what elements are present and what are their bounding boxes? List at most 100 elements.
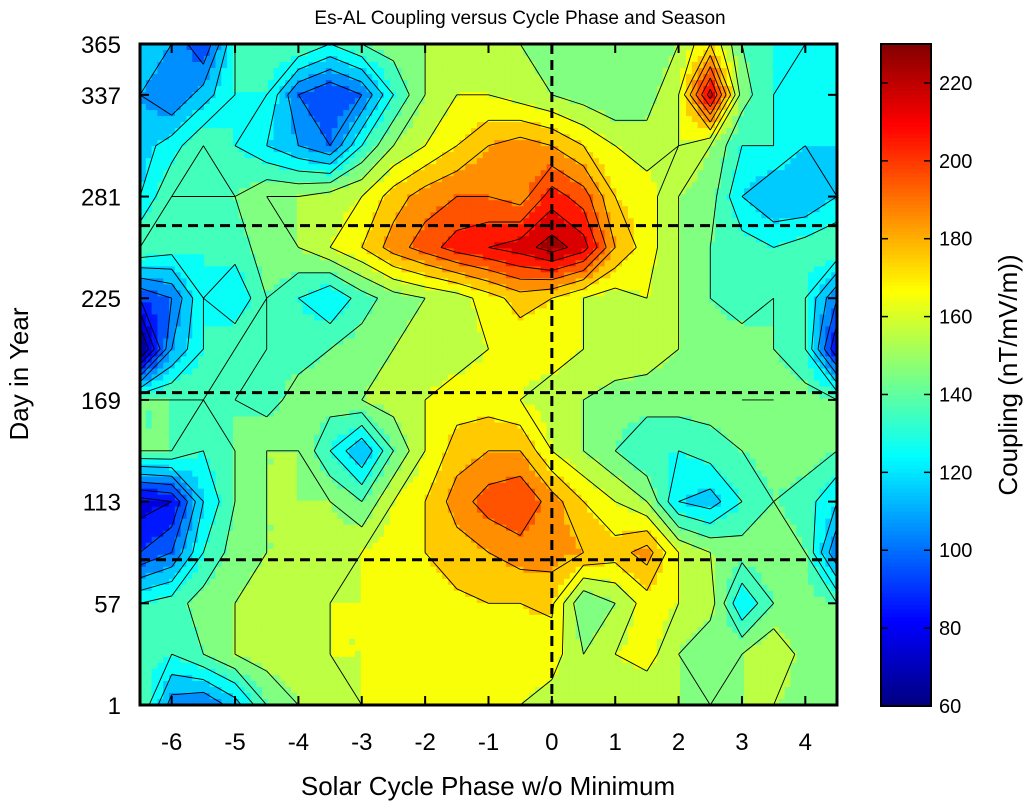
contour-cell (378, 206, 385, 213)
contour-cell (807, 248, 815, 255)
contour-cell (622, 44, 629, 51)
contour-cell (238, 158, 246, 165)
contour-cell (331, 50, 339, 57)
contour-cell (587, 170, 594, 177)
contour-cell (651, 242, 658, 249)
contour-cell (331, 110, 339, 117)
contour-cell (221, 146, 228, 153)
contour-cell (517, 254, 524, 261)
contour-cell (656, 218, 664, 225)
contour-cell (703, 140, 710, 147)
contour-cell (157, 242, 164, 249)
contour-cell (540, 182, 548, 189)
contour-cell (529, 266, 536, 273)
contour-cell (198, 122, 205, 129)
contour-cell (755, 224, 763, 231)
contour-cell (749, 128, 757, 135)
contour-cell (685, 50, 693, 57)
contour-cell (581, 44, 588, 51)
contour-cell (209, 176, 217, 183)
contour-cell (511, 176, 519, 183)
contour-cell (302, 110, 310, 117)
contour-cell (430, 194, 437, 201)
contour-cell (320, 284, 327, 291)
contour-cell (180, 236, 188, 243)
contour-cell (418, 128, 426, 135)
contour-cell (267, 272, 275, 279)
contour-cell (558, 98, 565, 105)
contour-cell (540, 254, 548, 261)
contour-cell (349, 230, 356, 237)
contour-cell (407, 278, 414, 285)
contour-cell (558, 128, 565, 135)
contour-cell (285, 68, 292, 75)
contour-cell (685, 182, 693, 189)
contour-cell (685, 236, 693, 243)
contour-cell (337, 224, 344, 231)
contour-cell (790, 236, 797, 243)
contour-cell (651, 44, 658, 51)
contour-cell (627, 188, 635, 195)
contour-cell (500, 98, 507, 105)
contour-cell (482, 188, 490, 195)
contour-cell (819, 92, 826, 99)
contour-cell (511, 266, 519, 273)
contour-cell (256, 68, 263, 75)
contour-cell (232, 176, 240, 183)
contour-cell (163, 230, 170, 237)
contour-cell (320, 50, 327, 57)
contour-cell (662, 266, 670, 273)
contour-cell (389, 260, 397, 267)
contour-cell (215, 152, 222, 159)
contour-cell (267, 158, 275, 165)
contour-cell (221, 110, 228, 117)
contour-cell (627, 110, 635, 117)
contour-cell (680, 272, 687, 279)
contour-cell (279, 140, 286, 147)
contour-cell (459, 122, 466, 129)
contour-cell (523, 86, 530, 93)
contour-cell (453, 134, 461, 141)
contour-cell (215, 110, 222, 117)
contour-cell (320, 134, 327, 141)
contour-cell (261, 242, 269, 249)
contour-cell (674, 74, 681, 81)
contour-cell (482, 260, 490, 267)
contour-cell (372, 110, 379, 117)
contour-cell (651, 134, 658, 141)
contour-cell (488, 98, 495, 105)
contour-cell (784, 182, 792, 189)
contour-cell (430, 284, 437, 291)
contour-cell (488, 50, 495, 57)
contour-cell (651, 182, 658, 189)
contour-cell (761, 140, 768, 147)
contour-cell (773, 164, 780, 171)
contour-cell (831, 218, 837, 225)
contour-cell (383, 194, 391, 201)
contour-cell (453, 212, 461, 219)
contour-cell (250, 290, 257, 297)
contour-cell (261, 206, 269, 213)
contour-cell (778, 104, 786, 111)
contour-cell (221, 92, 228, 99)
contour-cell (430, 134, 437, 141)
contour-cell (807, 188, 815, 195)
contour-cell (807, 80, 815, 87)
contour-cell (529, 56, 536, 63)
contour-cell (227, 152, 234, 159)
contour-cell (755, 254, 763, 261)
contour-cell (366, 182, 373, 189)
contour-cell (221, 218, 228, 225)
contour-cell (453, 284, 461, 291)
contour-cell (511, 86, 519, 93)
contour-cell (296, 74, 304, 81)
contour-cell (471, 200, 478, 207)
contour-cell (668, 164, 675, 171)
contour-cell (186, 188, 193, 195)
contour-cell (140, 44, 147, 51)
contour-cell (825, 242, 832, 249)
contour-cell (256, 128, 263, 135)
contour-cell (471, 254, 478, 261)
contour-cell (453, 74, 461, 81)
contour-cell (215, 80, 222, 87)
